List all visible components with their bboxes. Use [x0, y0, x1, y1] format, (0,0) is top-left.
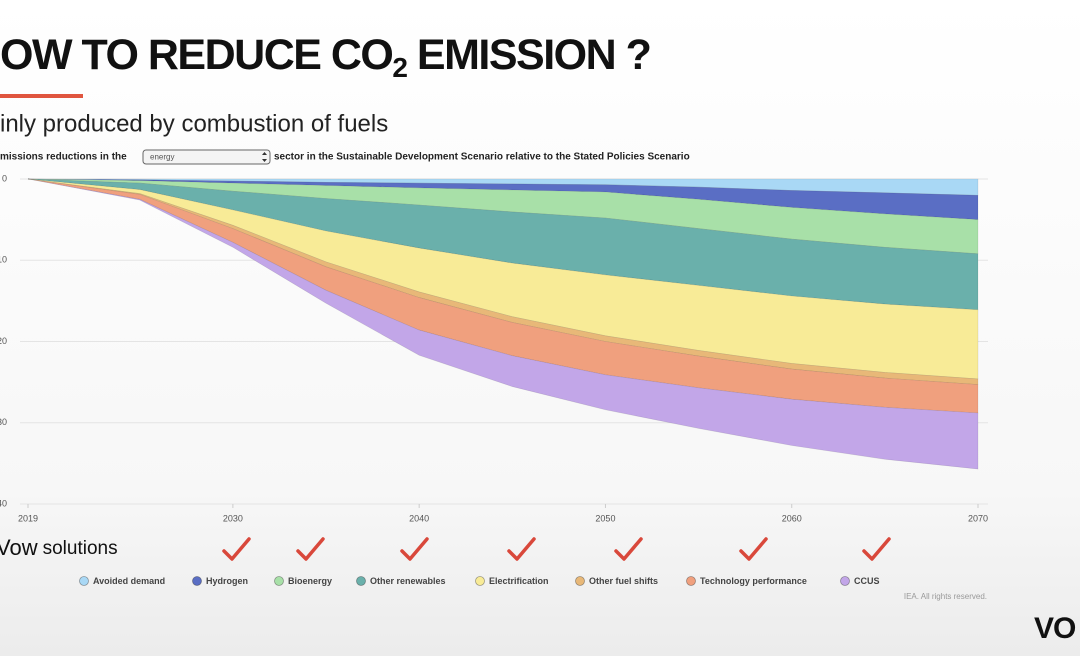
x-tick-label: 2070	[968, 513, 988, 523]
legend-label: Other renewables	[370, 576, 446, 586]
y-tick-label: -10	[0, 255, 7, 265]
legend-label: Other fuel shifts	[589, 576, 658, 586]
checkmark	[862, 537, 891, 561]
legend-label: Hydrogen	[206, 576, 248, 586]
legend-swatch	[686, 576, 696, 586]
checkmark	[507, 537, 536, 561]
y-tick-label: -30	[0, 417, 7, 427]
plot-area: 0 -10 -20 -30 -40 2019 2030 2040 2050 2060 2070 Avo…	[0, 173, 988, 586]
legend-swatch	[356, 576, 366, 586]
legend-label: Technology performance	[700, 576, 807, 586]
x-tick-label: 2030	[223, 513, 243, 523]
solutions-lead: Vow	[0, 535, 38, 560]
title-text: EMISSION ?	[406, 31, 650, 79]
x-tick-label: 2040	[409, 513, 429, 523]
sector-select[interactable]	[142, 149, 271, 165]
legend-label: Bioenergy	[288, 576, 332, 586]
x-tick-label: 2050	[595, 513, 615, 523]
area-segment	[27, 178, 979, 470]
area-segment	[27, 178, 979, 196]
legend-label: CCUS	[854, 576, 880, 586]
chart-caption: missions reductions in the	[0, 152, 127, 163]
y-tick-label: -20	[0, 336, 7, 346]
solutions-heading: Vow solutions	[0, 535, 118, 560]
checkmark	[222, 537, 251, 561]
checkmark	[400, 537, 429, 561]
legend-label: Avoided demand	[93, 576, 165, 586]
chart-caption: sector in the Sustainable Development Sc…	[274, 152, 690, 163]
y-tick-label: -40	[0, 498, 7, 508]
source-note: IEA. All rights reserved.	[904, 592, 987, 601]
legend-swatch	[575, 576, 585, 586]
x-tick-label: 2060	[782, 513, 802, 523]
select-arrows	[262, 152, 267, 162]
legend-label: Electrification	[489, 576, 549, 586]
legend-swatch	[274, 576, 284, 586]
y-tick-label: 0	[2, 173, 7, 183]
legend-swatch	[840, 576, 850, 586]
legend-swatch	[475, 576, 485, 586]
select-value: energy	[150, 153, 174, 162]
logo: VO	[1034, 612, 1076, 645]
title-underline	[0, 94, 83, 98]
checkmark	[614, 537, 643, 561]
solutions-rest: solutions	[43, 538, 118, 559]
checkmarks	[222, 537, 891, 561]
legend-swatch	[192, 576, 202, 586]
subtitle: inly produced by combustion of fuels	[0, 110, 388, 137]
slide-title: OW TO REDUCE CO2 EMISSION ?	[0, 31, 650, 83]
checkmark	[739, 537, 768, 561]
title-text: OW TO REDUCE CO	[0, 31, 392, 79]
x-tick-label: 2019	[18, 513, 38, 523]
checkmark	[296, 537, 325, 561]
legend-swatch	[79, 576, 89, 586]
title-subscript: 2	[392, 52, 407, 83]
